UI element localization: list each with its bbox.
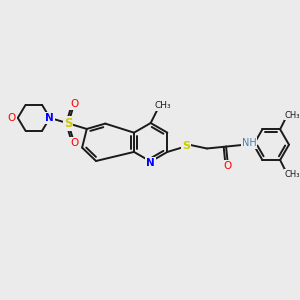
Text: N: N: [46, 113, 54, 123]
Text: O: O: [8, 113, 16, 123]
Text: O: O: [70, 99, 79, 109]
Text: S: S: [64, 117, 73, 130]
Text: O: O: [70, 138, 79, 148]
Text: CH₃: CH₃: [284, 169, 300, 178]
Text: CH₃: CH₃: [154, 101, 171, 110]
Text: CH₃: CH₃: [284, 111, 300, 120]
Text: O: O: [224, 161, 232, 171]
Text: S: S: [182, 141, 190, 152]
Text: NH: NH: [242, 138, 256, 148]
Text: N: N: [146, 158, 155, 167]
